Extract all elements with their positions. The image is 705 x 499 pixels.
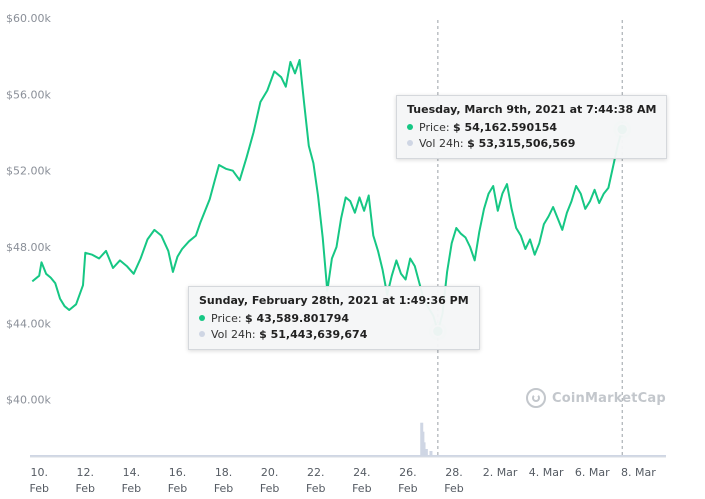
tooltip-vol-value: $ 51,443,639,674	[259, 328, 368, 341]
tooltip-vol-value: $ 53,315,506,569	[467, 137, 576, 150]
y-tick-label: $60.00k	[6, 12, 51, 25]
x-tick-month-label: Feb	[306, 482, 325, 495]
x-tick-month-label: Feb	[214, 482, 233, 495]
tooltip-vol-row: Vol 24h: $ 51,443,639,674	[199, 327, 469, 343]
x-tick-month-label: Feb	[76, 482, 95, 495]
volume-dot-icon	[407, 140, 413, 146]
y-axis: $60.00k $56.00k $52.00k $48.00k $44.00k $40.0…	[6, 12, 51, 407]
x-tick-label: 6. Mar	[575, 466, 610, 479]
x-tick-month-label: Feb	[444, 482, 463, 495]
x-tick-label: 28.	[445, 466, 463, 479]
y-tick-label: $52.00k	[6, 165, 51, 178]
x-tick-label: 4. Mar	[529, 466, 564, 479]
x-tick-label: 8. Mar	[621, 466, 656, 479]
tooltip-mar-9: Tuesday, March 9th, 2021 at 7:44:38 AM P…	[396, 95, 668, 159]
tooltip-vol-label: Vol 24h:	[211, 328, 256, 341]
volume-baseline-bar	[30, 455, 666, 457]
coinmarketcap-watermark: CoinMarketCap	[526, 388, 666, 408]
crosshairs	[437, 20, 623, 457]
x-tick-label: 12.	[77, 466, 95, 479]
tooltip-price-row: Price: $ 54,162.590154	[407, 120, 656, 136]
x-tick-label: 24.	[353, 466, 371, 479]
tooltip-price-label: Price:	[419, 121, 450, 134]
x-tick-month-label: Feb	[260, 482, 279, 495]
volume-bar	[424, 449, 428, 457]
x-tick-month-label: Feb	[168, 482, 187, 495]
x-tick-label: 10.	[30, 466, 48, 479]
x-tick-label: 20.	[261, 466, 279, 479]
x-tick-label: 26.	[399, 466, 417, 479]
x-tick-label: 16.	[169, 466, 187, 479]
x-tick-label: 14.	[123, 466, 141, 479]
coinmarketcap-logo-icon	[526, 388, 546, 408]
x-tick-label: 22.	[307, 466, 325, 479]
volume-dot-icon	[199, 331, 205, 337]
tooltip-vol-row: Vol 24h: $ 53,315,506,569	[407, 136, 656, 152]
price-line[interactable]	[31, 59, 624, 332]
x-tick-month-label: Feb	[352, 482, 371, 495]
tooltip-vol-label: Vol 24h:	[419, 137, 464, 150]
tooltip-price-label: Price:	[211, 312, 242, 325]
tooltip-price-row: Price: $ 43,589.801794	[199, 311, 469, 327]
tooltip-feb-28: Sunday, February 28th, 2021 at 1:49:36 P…	[188, 286, 480, 350]
watermark-text: CoinMarketCap	[552, 390, 666, 406]
price-dot-icon	[407, 124, 413, 130]
tooltip-price-value: $ 43,589.801794	[245, 312, 350, 325]
x-axis: 10. Feb 12. Feb 14. Feb 16. Feb 18. Feb 20. Feb 22. F…	[29, 466, 656, 495]
x-tick-label: 2. Mar	[483, 466, 518, 479]
x-tick-month-label: Feb	[398, 482, 417, 495]
x-tick-month-label: Feb	[29, 482, 48, 495]
x-tick-month-label: Feb	[122, 482, 141, 495]
y-tick-label: $48.00k	[6, 241, 51, 254]
price-dot-icon	[199, 315, 205, 321]
volume-bar	[429, 451, 433, 457]
x-tick-label: 18.	[215, 466, 233, 479]
volume-bar	[422, 442, 426, 457]
y-tick-label: $44.00k	[6, 317, 51, 330]
tooltip-price-value: $ 54,162.590154	[453, 121, 558, 134]
y-tick-label: $56.00k	[6, 88, 51, 101]
tooltip-title: Sunday, February 28th, 2021 at 1:49:36 P…	[199, 294, 469, 307]
y-tick-label: $40.00k	[6, 394, 51, 407]
volume-bars	[30, 422, 666, 457]
tooltip-title: Tuesday, March 9th, 2021 at 7:44:38 AM	[407, 103, 657, 116]
